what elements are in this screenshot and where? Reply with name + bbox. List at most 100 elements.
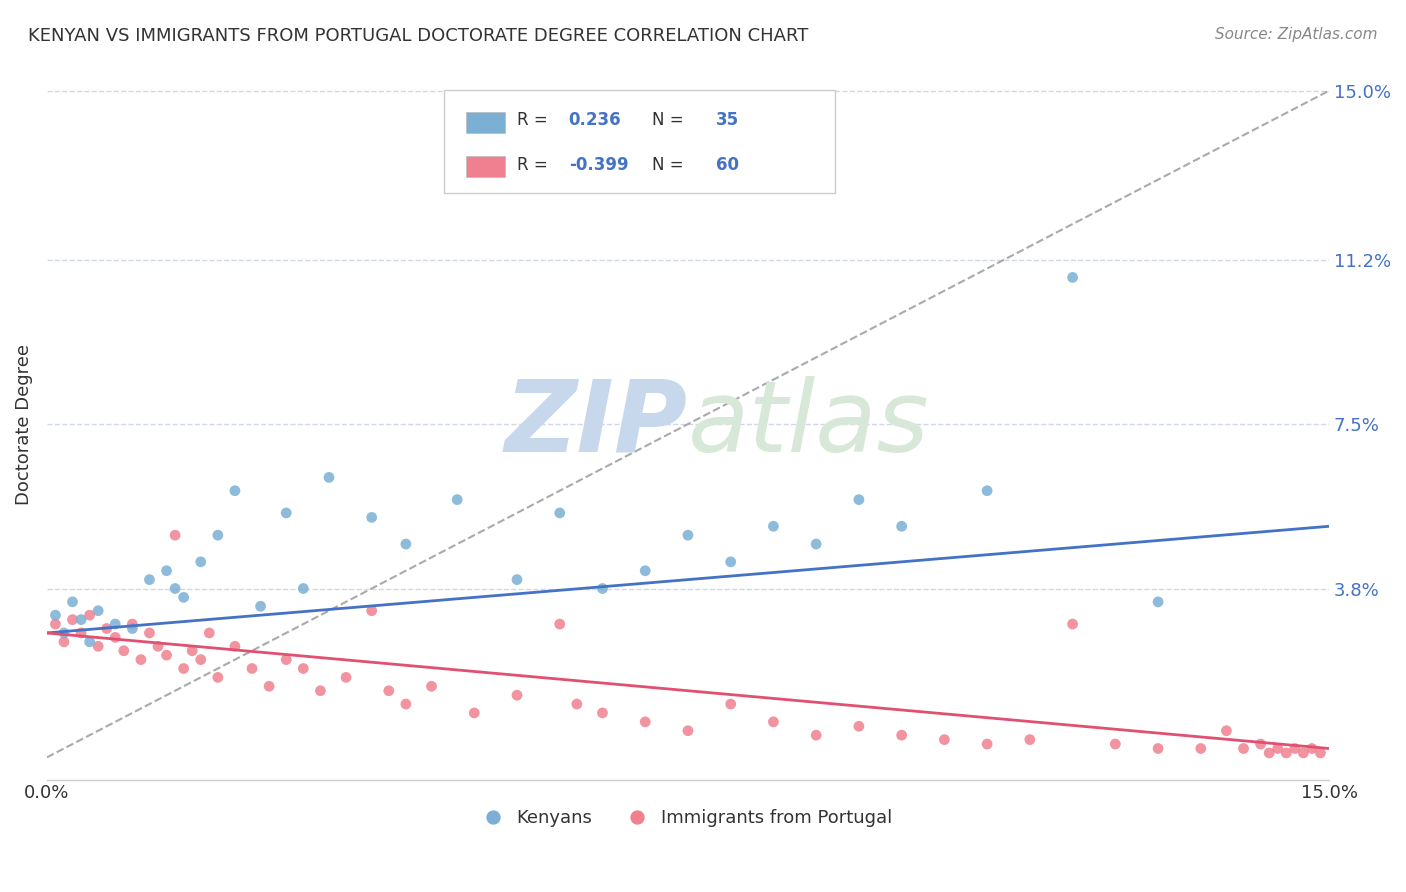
Point — [224, 640, 246, 654]
Point — [804, 537, 827, 551]
Point — [565, 697, 588, 711]
Point — [224, 483, 246, 498]
Point — [676, 528, 699, 542]
Point — [309, 683, 332, 698]
Point — [1232, 741, 1254, 756]
Point — [395, 697, 418, 711]
Point — [70, 613, 93, 627]
Text: 35: 35 — [716, 112, 740, 129]
Point — [173, 661, 195, 675]
Point — [198, 626, 221, 640]
Point — [1062, 270, 1084, 285]
Point — [1147, 741, 1170, 756]
Point — [848, 719, 870, 733]
Point — [146, 640, 169, 654]
Point — [173, 591, 195, 605]
Point — [720, 697, 742, 711]
Point — [446, 492, 468, 507]
Point — [165, 528, 187, 542]
Point — [676, 723, 699, 738]
Point — [1250, 737, 1272, 751]
Text: ZIP: ZIP — [505, 376, 688, 473]
Point — [249, 599, 271, 614]
Point — [1292, 746, 1315, 760]
Point — [292, 661, 315, 675]
Point — [70, 626, 93, 640]
Point — [634, 714, 657, 729]
Point — [592, 706, 614, 720]
Point — [240, 661, 263, 675]
Point — [104, 617, 127, 632]
Point — [207, 670, 229, 684]
Point — [720, 555, 742, 569]
Point — [62, 613, 84, 627]
Point — [360, 510, 382, 524]
Point — [1284, 741, 1306, 756]
Point — [890, 728, 912, 742]
Point — [976, 483, 998, 498]
Point — [138, 626, 160, 640]
Text: -0.399: -0.399 — [568, 155, 628, 174]
Point — [155, 564, 177, 578]
Point — [1267, 741, 1289, 756]
Bar — [467, 156, 505, 178]
Point — [762, 519, 785, 533]
Point — [96, 622, 118, 636]
Point — [104, 631, 127, 645]
Point — [1018, 732, 1040, 747]
Point — [804, 728, 827, 742]
Point — [934, 732, 956, 747]
Point — [1104, 737, 1126, 751]
Point — [79, 635, 101, 649]
Text: 60: 60 — [716, 155, 740, 174]
Text: atlas: atlas — [688, 376, 929, 473]
Point — [634, 564, 657, 578]
Y-axis label: Doctorate Degree: Doctorate Degree — [15, 343, 32, 505]
Point — [112, 644, 135, 658]
Point — [121, 617, 143, 632]
Legend: Kenyans, Immigrants from Portugal: Kenyans, Immigrants from Portugal — [477, 802, 900, 835]
Point — [548, 506, 571, 520]
Point — [53, 635, 76, 649]
Point — [87, 640, 110, 654]
Point — [138, 573, 160, 587]
Point — [53, 626, 76, 640]
Point — [181, 644, 204, 658]
Point — [257, 679, 280, 693]
Point — [420, 679, 443, 693]
Point — [62, 595, 84, 609]
Point — [463, 706, 485, 720]
FancyBboxPatch shape — [444, 90, 835, 193]
Point — [1309, 746, 1331, 760]
Text: N =: N = — [652, 112, 689, 129]
Text: Source: ZipAtlas.com: Source: ZipAtlas.com — [1215, 27, 1378, 42]
Point — [87, 604, 110, 618]
Bar — [467, 112, 505, 133]
Point — [1301, 741, 1323, 756]
Text: R =: R = — [517, 155, 554, 174]
Point — [292, 582, 315, 596]
Point — [548, 617, 571, 632]
Point — [506, 688, 529, 702]
Point — [155, 648, 177, 662]
Text: N =: N = — [652, 155, 689, 174]
Point — [592, 582, 614, 596]
Point — [1062, 617, 1084, 632]
Point — [1215, 723, 1237, 738]
Point — [276, 652, 298, 666]
Point — [762, 714, 785, 729]
Point — [976, 737, 998, 751]
Text: KENYAN VS IMMIGRANTS FROM PORTUGAL DOCTORATE DEGREE CORRELATION CHART: KENYAN VS IMMIGRANTS FROM PORTUGAL DOCTO… — [28, 27, 808, 45]
Point — [207, 528, 229, 542]
Point — [190, 555, 212, 569]
Point — [335, 670, 357, 684]
Text: 0.236: 0.236 — [568, 112, 621, 129]
Text: R =: R = — [517, 112, 554, 129]
Point — [44, 608, 66, 623]
Point — [44, 617, 66, 632]
Point — [360, 604, 382, 618]
Point — [1147, 595, 1170, 609]
Point — [890, 519, 912, 533]
Point — [190, 652, 212, 666]
Point — [165, 582, 187, 596]
